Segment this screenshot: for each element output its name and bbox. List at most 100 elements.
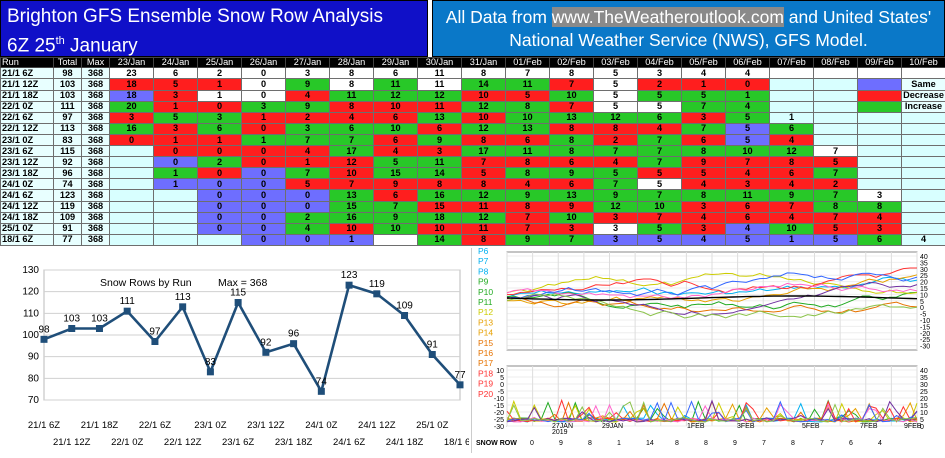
x-tick-label: 24/1 6Z <box>333 437 365 448</box>
snow-row-cell: 8 <box>506 101 550 112</box>
snow-row-cell: 9 <box>506 190 550 201</box>
page-title: Brighton GFS Ensemble Snow Row Analysis <box>7 5 421 29</box>
column-header: 03/Feb <box>594 58 638 68</box>
snow-row-cell: 15 <box>330 201 374 212</box>
run-cell: 23/1 0Z <box>1 134 54 145</box>
left-tick-label: 5 <box>500 375 504 382</box>
snow-row-cell <box>902 146 945 157</box>
snow-row-cell: 11 <box>506 146 550 157</box>
snow-row-cell: 12 <box>462 101 506 112</box>
max-cell: 368 <box>82 90 110 101</box>
max-cell: 368 <box>82 234 110 245</box>
snow-row-cell <box>154 212 198 223</box>
snow-row-value: 7 <box>762 440 766 447</box>
snow-row-cell: 15 <box>418 201 462 212</box>
max-cell: 368 <box>82 101 110 112</box>
left-tick-label: 10 <box>496 368 504 375</box>
snow-row-cell: 4 <box>286 146 330 157</box>
column-header: Max <box>82 58 110 68</box>
key-label: Increase <box>902 101 945 112</box>
max-cell: 368 <box>82 112 110 123</box>
source-link[interactable]: www.TheWeatheroutlook.com <box>552 7 784 27</box>
snow-row-cell: 0 <box>242 146 286 157</box>
snow-row-cell: 3 <box>682 223 726 234</box>
snow-row-cell: 7 <box>286 168 330 179</box>
x-tick-label: 24/1 18Z <box>386 437 424 448</box>
snow-row-cell: 10 <box>550 212 594 223</box>
snow-row-cell <box>770 101 814 112</box>
snow-row-cell: 12 <box>418 90 462 101</box>
x-tick-label: 21/1 6Z <box>28 420 60 431</box>
snow-row-cell: 0 <box>242 234 286 245</box>
snow-row-cell: 6 <box>550 157 594 168</box>
run-cell: 18/1 6Z <box>1 234 54 245</box>
snow-row-cell: 17 <box>330 146 374 157</box>
column-header: 26/Jan <box>242 58 286 68</box>
snow-row-cell: 2 <box>198 68 242 79</box>
snow-row-cell: 10 <box>330 168 374 179</box>
snow-row-cell: 2 <box>594 134 638 145</box>
snow-row-cell: 0 <box>726 79 770 90</box>
snow-row-cell: 5 <box>638 223 682 234</box>
snow-row-cell: 5 <box>726 234 770 245</box>
snow-row-cell: 7 <box>506 212 550 223</box>
right-tick-label: 25 <box>920 389 928 396</box>
snow-row-cell: 1 <box>726 90 770 101</box>
snow-row-value: 9 <box>559 440 563 447</box>
snow-row-cell <box>902 123 945 134</box>
snow-row-cell <box>902 68 945 79</box>
snow-row-cell: 10 <box>550 90 594 101</box>
snow-row-cell: 0 <box>198 223 242 234</box>
legend-entry: P15 <box>478 338 493 348</box>
max-cell: 368 <box>82 123 110 134</box>
data-point <box>457 381 464 388</box>
x-axis-label: 29JAN <box>602 423 623 430</box>
snow-row-cell: 15 <box>374 168 418 179</box>
data-label: 77 <box>454 370 466 381</box>
snow-row-cell: 7 <box>330 179 374 190</box>
total-cell: 109 <box>54 212 82 223</box>
data-label: 98 <box>38 324 50 335</box>
snow-row-cell: 10 <box>506 112 550 123</box>
snow-row-cell <box>902 168 945 179</box>
snow-row-cell: 6 <box>638 112 682 123</box>
snow-row-cell: 12 <box>594 112 638 123</box>
snow-row-cell: 7 <box>814 190 858 201</box>
total-cell: 74 <box>54 179 82 190</box>
snow-row-value: 8 <box>588 440 592 447</box>
total-cell: 115 <box>54 146 82 157</box>
snow-row-cell: 6 <box>374 68 418 79</box>
snow-row-cell: 7 <box>770 201 814 212</box>
snow-row-value: 1 <box>617 440 621 447</box>
snow-row-cell: 0 <box>286 234 330 245</box>
snow-row-cell: 7 <box>506 223 550 234</box>
snow-row-cell: 0 <box>198 168 242 179</box>
snow-row-cell: 3 <box>110 112 154 123</box>
snow-row-cell: 12 <box>462 123 506 134</box>
total-cell: 103 <box>54 79 82 90</box>
snow-row-cell: 10 <box>638 201 682 212</box>
snow-row-cell: 2 <box>198 157 242 168</box>
snow-row-cell: 5 <box>154 79 198 90</box>
snow-row-cell: 1 <box>330 234 374 245</box>
data-point <box>373 290 380 297</box>
column-header: 05/Feb <box>682 58 726 68</box>
snow-row-cell: 6 <box>682 134 726 145</box>
snow-row-cell <box>902 134 945 145</box>
run-cell: 23/1 18Z <box>1 168 54 179</box>
snow-row-cell: 10 <box>726 146 770 157</box>
snow-row-cell: 0 <box>198 212 242 223</box>
snow-row-cell: 11 <box>374 79 418 90</box>
left-tick-label: -20 <box>494 410 504 417</box>
snow-row-cell: 5 <box>726 134 770 145</box>
snow-row-cell: 7 <box>550 79 594 90</box>
snow-row-cell: 8 <box>682 146 726 157</box>
snow-row-cell: 1 <box>154 168 198 179</box>
